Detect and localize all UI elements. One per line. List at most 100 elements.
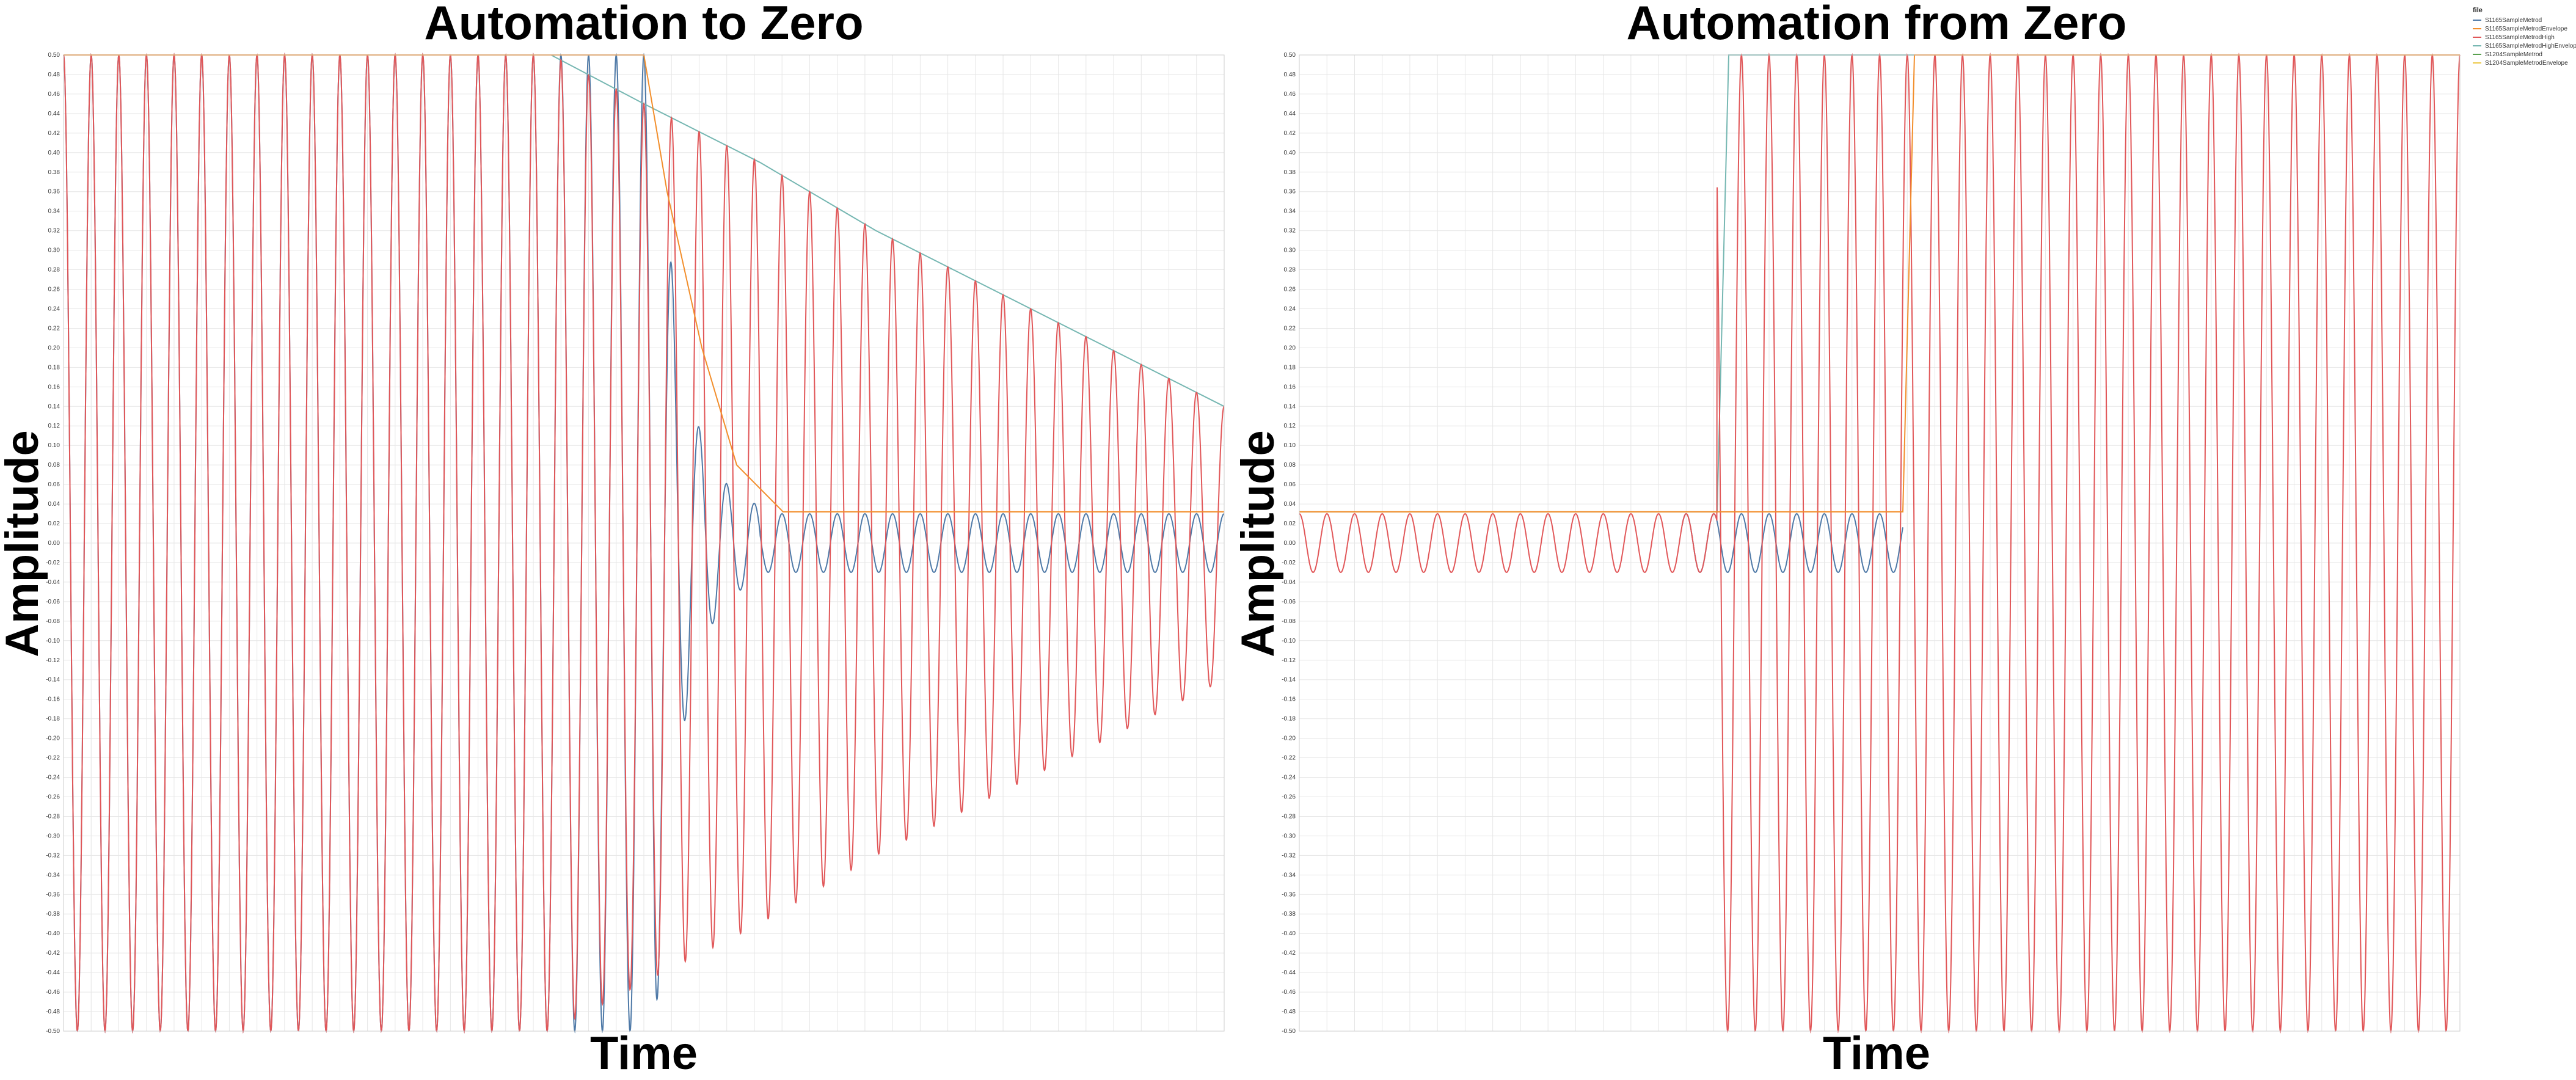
y-tick-label: 0.48 bbox=[1284, 71, 1296, 78]
y-tick-label: -0.08 bbox=[1282, 618, 1296, 625]
y-tick-label: 0.28 bbox=[1284, 267, 1296, 274]
y-tick-label: 0.44 bbox=[1284, 111, 1296, 117]
x-axis-label: Time bbox=[590, 1027, 698, 1079]
y-tick-label: -0.40 bbox=[1282, 930, 1296, 937]
y-tick-label: 0.04 bbox=[1284, 501, 1296, 508]
legend-entry: S1165SampleMetrodHigh bbox=[2485, 34, 2555, 41]
y-tick-label: -0.42 bbox=[46, 950, 60, 957]
y-tick-label: -0.10 bbox=[46, 638, 60, 644]
y-tick-label: 0.20 bbox=[48, 345, 60, 351]
chart-automation-to-zero: Automation to Zero Amplitude Time 0.500.… bbox=[0, 0, 1225, 1079]
legend-entry: S1165SampleMetrodEnvelope bbox=[2485, 26, 2567, 32]
y-tick-labels: 0.50 0.48 0.46 0.44 0.42 0.40 0.38 0.36 0.34 0.32… bbox=[1282, 52, 1296, 1035]
y-tick-label: 0.10 bbox=[1284, 442, 1296, 449]
y-tick-label: 0.00 bbox=[1284, 540, 1296, 547]
y-tick-label: -0.22 bbox=[1282, 755, 1296, 762]
y-tick-label: 0.38 bbox=[48, 169, 60, 176]
y-tick-label: 0.28 bbox=[48, 267, 60, 274]
y-tick-label: -0.32 bbox=[46, 852, 60, 859]
y-tick-label: 0.22 bbox=[48, 325, 60, 332]
y-tick-label: -0.12 bbox=[46, 657, 60, 664]
y-tick-label: -0.24 bbox=[1282, 775, 1296, 781]
y-axis-label: Amplitude bbox=[0, 430, 48, 657]
y-tick-label: 0.30 bbox=[1284, 247, 1296, 254]
y-tick-label: -0.46 bbox=[46, 989, 60, 996]
y-tick-label: -0.46 bbox=[1282, 989, 1296, 996]
y-tick-label: -0.38 bbox=[1282, 911, 1296, 918]
y-tick-label: 0.16 bbox=[1284, 384, 1296, 390]
y-tick-label: 0.16 bbox=[48, 384, 60, 390]
y-tick-label: -0.20 bbox=[1282, 735, 1296, 742]
y-tick-label: 0.32 bbox=[48, 228, 60, 235]
legend-entry: S1165SampleMetrodHighEnvelope bbox=[2485, 43, 2576, 49]
y-tick-label: 0.20 bbox=[1284, 345, 1296, 351]
plot-frame bbox=[63, 54, 1225, 1032]
y-tick-label: -0.40 bbox=[46, 930, 60, 937]
y-tick-label: -0.26 bbox=[46, 794, 60, 800]
y-tick-label: -0.22 bbox=[46, 755, 60, 762]
chart-title: Automation to Zero bbox=[424, 0, 863, 49]
y-tick-label: -0.16 bbox=[1282, 696, 1296, 703]
y-tick-label: 0.12 bbox=[1284, 423, 1296, 429]
y-tick-label: 0.42 bbox=[1284, 130, 1296, 137]
y-tick-label: -0.02 bbox=[46, 560, 60, 566]
y-tick-label: 0.36 bbox=[48, 189, 60, 195]
y-tick-label: -0.34 bbox=[46, 872, 60, 878]
y-tick-label: -0.44 bbox=[1282, 969, 1296, 976]
y-tick-label: 0.40 bbox=[1284, 150, 1296, 156]
y-tick-label: 0.08 bbox=[48, 462, 60, 469]
legend-entry: S1165SampleMetrod bbox=[2485, 17, 2542, 24]
y-tick-label: -0.18 bbox=[46, 716, 60, 723]
y-tick-label: 0.48 bbox=[48, 71, 60, 78]
y-tick-label: 0.08 bbox=[1284, 462, 1296, 469]
y-tick-label: -0.08 bbox=[46, 618, 60, 625]
y-tick-label: -0.48 bbox=[1282, 1009, 1296, 1015]
y-tick-label: 0.06 bbox=[48, 481, 60, 488]
y-tick-label: -0.32 bbox=[1282, 852, 1296, 859]
y-tick-label: 0.14 bbox=[1284, 403, 1296, 410]
y-tick-label: 0.10 bbox=[48, 442, 60, 449]
y-tick-label: -0.50 bbox=[1282, 1028, 1296, 1035]
legend-entry: S1204SampleMetrodEnvelope bbox=[2485, 60, 2568, 67]
y-tick-label: 0.34 bbox=[1284, 208, 1296, 215]
y-tick-label: -0.16 bbox=[46, 696, 60, 703]
grid bbox=[1299, 54, 2461, 1032]
y-tick-label: -0.06 bbox=[46, 599, 60, 605]
y-tick-label: -0.42 bbox=[1282, 950, 1296, 957]
y-tick-label: -0.48 bbox=[46, 1009, 60, 1015]
y-tick-label: -0.24 bbox=[46, 775, 60, 781]
y-tick-labels: 0.50 0.48 0.46 0.44 0.42 0.40 0.38 0.36 0.34 0.32… bbox=[46, 52, 60, 1035]
y-tick-label: 0.32 bbox=[1284, 228, 1296, 235]
y-tick-label: 0.46 bbox=[1284, 91, 1296, 98]
legend-entry: S1204SampleMetrod bbox=[2485, 51, 2542, 58]
plot-frame bbox=[1299, 54, 2461, 1032]
y-tick-label: -0.30 bbox=[1282, 833, 1296, 839]
y-tick-label: -0.28 bbox=[46, 813, 60, 820]
y-tick-label: -0.20 bbox=[46, 735, 60, 742]
chart-title: Automation from Zero bbox=[1627, 0, 2127, 49]
legend-title: file bbox=[2473, 7, 2483, 14]
y-tick-label: 0.38 bbox=[1284, 169, 1296, 176]
y-tick-label: 0.24 bbox=[1284, 305, 1296, 312]
y-tick-label: 0.04 bbox=[48, 501, 60, 508]
y-tick-label: 0.44 bbox=[48, 111, 60, 117]
y-tick-label: 0.24 bbox=[48, 305, 60, 312]
y-tick-label: -0.02 bbox=[1282, 560, 1296, 566]
y-tick-label: 0.40 bbox=[48, 150, 60, 156]
y-tick-label: -0.06 bbox=[1282, 599, 1296, 605]
legend: file S1165SampleMetrod S1165SampleMetrodE… bbox=[2473, 7, 2576, 67]
y-tick-label: -0.26 bbox=[1282, 794, 1296, 800]
y-axis-label: Amplitude bbox=[1232, 430, 1284, 657]
y-tick-label: 0.36 bbox=[1284, 189, 1296, 195]
series-line-S1165SampleMetrodEnvelope bbox=[64, 54, 1225, 407]
y-tick-label: 0.22 bbox=[1284, 325, 1296, 332]
y-tick-label: -0.10 bbox=[1282, 638, 1296, 644]
y-tick-label: -0.44 bbox=[46, 969, 60, 976]
y-tick-label: -0.14 bbox=[1282, 677, 1296, 684]
y-tick-label: 0.46 bbox=[48, 91, 60, 98]
y-tick-label: 0.30 bbox=[48, 247, 60, 254]
y-tick-label: 0.02 bbox=[1284, 520, 1296, 527]
y-tick-label: -0.36 bbox=[1282, 891, 1296, 898]
y-tick-label: -0.14 bbox=[46, 677, 60, 684]
